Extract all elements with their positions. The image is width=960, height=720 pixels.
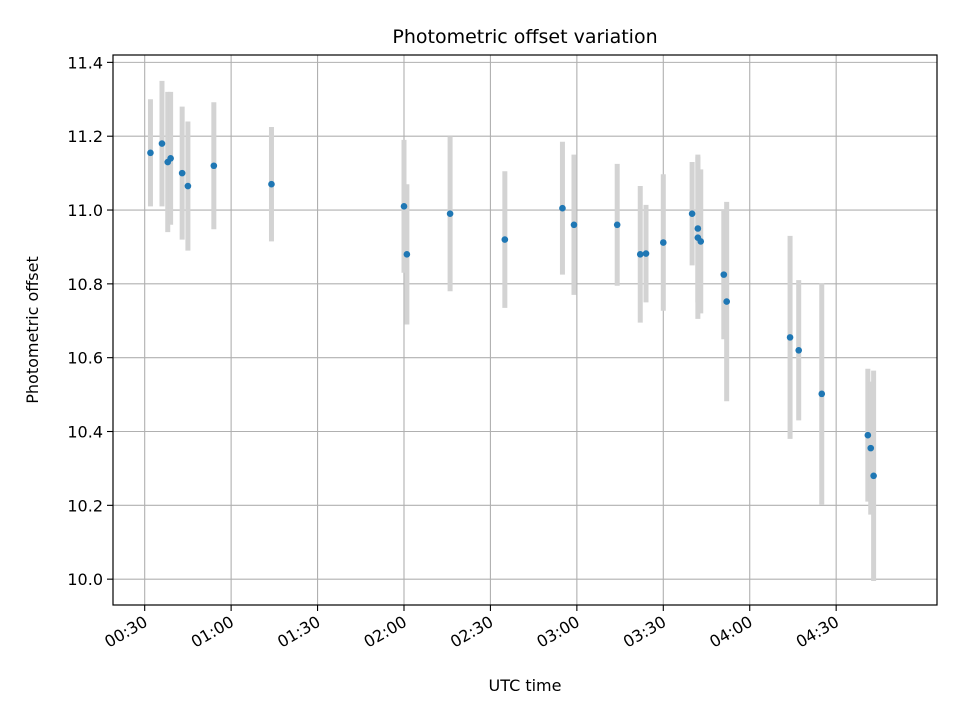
- data-point: [636, 251, 644, 258]
- data-point: [167, 155, 174, 162]
- plot-frame: [112, 54, 938, 606]
- x-tick-label: 01:30: [274, 612, 323, 652]
- y-tick-label: 11.4: [67, 53, 103, 72]
- data-point: [795, 347, 803, 354]
- error-bars: [147, 80, 877, 582]
- y-axis-ticks: 10.0 10.2 10.4 10.6 10.8 11.0 11.2 11.4: [67, 53, 113, 589]
- x-tick-label: 01:00: [188, 612, 237, 652]
- x-tick-label: 03:30: [620, 612, 669, 652]
- data-point: [559, 204, 566, 212]
- x-gridlines: [144, 55, 837, 605]
- data-point: [400, 203, 408, 210]
- y-tick-label: 10.2: [67, 496, 103, 515]
- data-point: [210, 162, 218, 170]
- x-tick-label: 04:30: [793, 612, 842, 652]
- x-tick-label: 04:00: [706, 612, 755, 652]
- y-gridlines: [113, 61, 937, 580]
- y-tick-label: 10.6: [67, 349, 103, 368]
- x-tick-label: 00:30: [101, 612, 150, 652]
- data-point: [870, 472, 877, 480]
- chart-title: Photometric offset variation: [392, 26, 657, 48]
- data-point: [446, 210, 454, 218]
- data-point: [697, 238, 705, 245]
- y-tick-label: 10.4: [67, 423, 103, 442]
- x-tick-label: 03:00: [533, 612, 582, 652]
- x-tick-label: 02:00: [361, 612, 410, 652]
- data-point: [786, 334, 794, 341]
- x-tick-label: 02:30: [447, 612, 496, 652]
- y-tick-label: 11.0: [67, 201, 103, 220]
- data-point: [818, 390, 826, 398]
- x-axis-ticks: 00:30 01:00 01:30 02:00 02:30 03:00 03:30 04:00…: [101, 605, 842, 652]
- data-point: [570, 221, 578, 229]
- data-point: [723, 298, 730, 305]
- data-point: [147, 149, 154, 157]
- data-point: [403, 251, 411, 258]
- data-point: [659, 239, 667, 246]
- data-point: [694, 225, 702, 232]
- data-point: [158, 140, 166, 147]
- x-axis-title: UTC time: [489, 676, 562, 695]
- y-tick-label: 11.2: [67, 127, 103, 146]
- y-axis-title: Photometric offset: [23, 256, 42, 404]
- y-tick-label: 10.0: [67, 570, 103, 589]
- data-point: [864, 431, 872, 439]
- data-point: [613, 221, 621, 229]
- data-point: [642, 250, 650, 257]
- data-point: [688, 210, 696, 218]
- data-point: [268, 180, 275, 188]
- data-point: [184, 182, 192, 190]
- data-point: [178, 169, 186, 177]
- y-tick-label: 10.8: [67, 275, 103, 294]
- data-point: [720, 271, 728, 278]
- data-points: [147, 140, 877, 480]
- data-point: [501, 236, 509, 243]
- data-point: [867, 444, 875, 452]
